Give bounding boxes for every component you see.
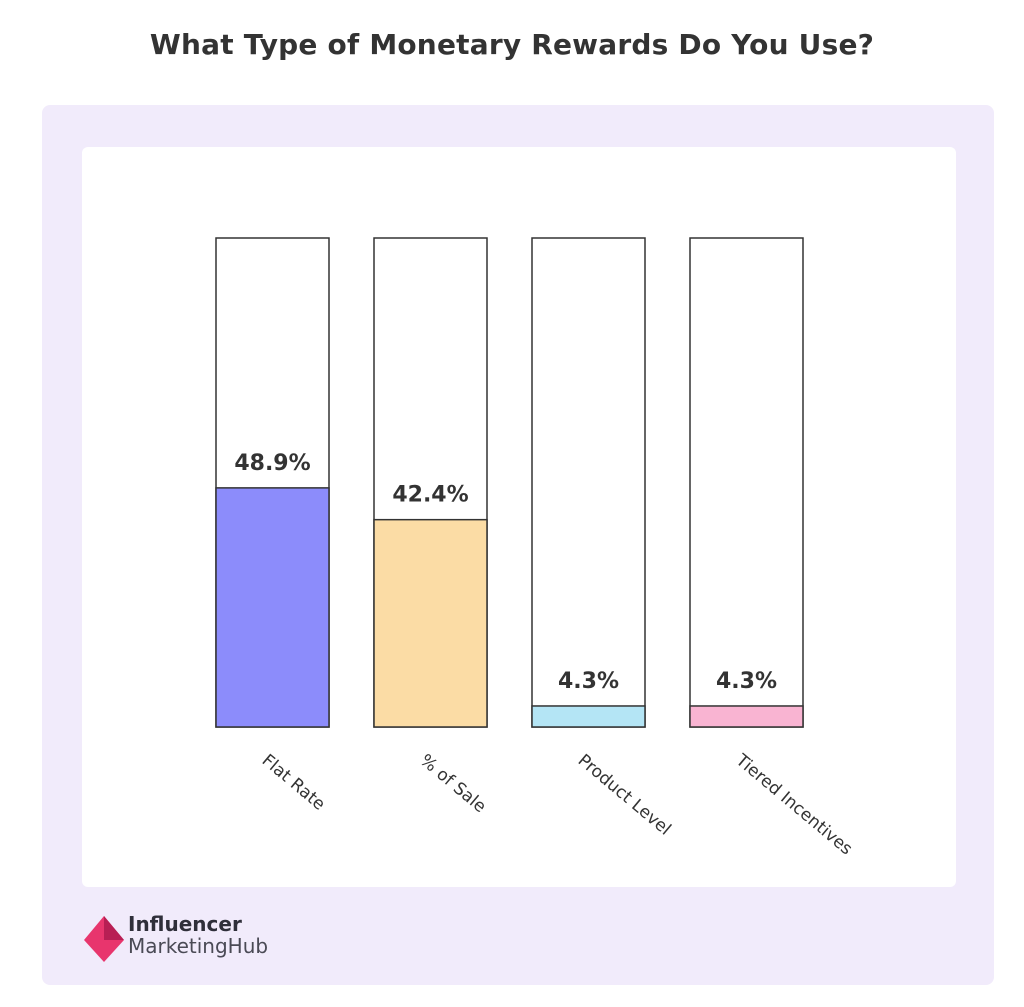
category-label-1: % of Sale xyxy=(416,751,490,818)
logo-text: Influencer MarketingHub xyxy=(128,914,268,956)
logo-line-2: MarketingHub xyxy=(128,934,269,958)
bar-1 xyxy=(373,518,488,728)
data-label-1: 42.4% xyxy=(392,483,468,508)
bar-track-2 xyxy=(531,237,646,728)
chart-title: What Type of Monetary Rewards Do You Use… xyxy=(149,28,875,61)
pink-diamond-logo-icon xyxy=(84,916,124,962)
bar-2 xyxy=(531,705,646,728)
logo-line-1: Influencer xyxy=(128,912,242,936)
bar-3 xyxy=(689,705,804,728)
category-label-3: Tiered Incentives xyxy=(731,750,856,860)
data-label-2: 4.3% xyxy=(558,669,619,694)
category-label-2: Product Level xyxy=(574,751,675,840)
bar-0 xyxy=(215,487,330,728)
bar-track-3 xyxy=(689,237,804,728)
data-label-3: 4.3% xyxy=(716,669,777,694)
data-label-0: 48.9% xyxy=(234,451,310,476)
category-label-0: Flat Rate xyxy=(258,751,329,815)
influencer-marketing-hub-logo: Influencer MarketingHub xyxy=(82,914,342,966)
logo-diamond-facet xyxy=(104,916,124,940)
